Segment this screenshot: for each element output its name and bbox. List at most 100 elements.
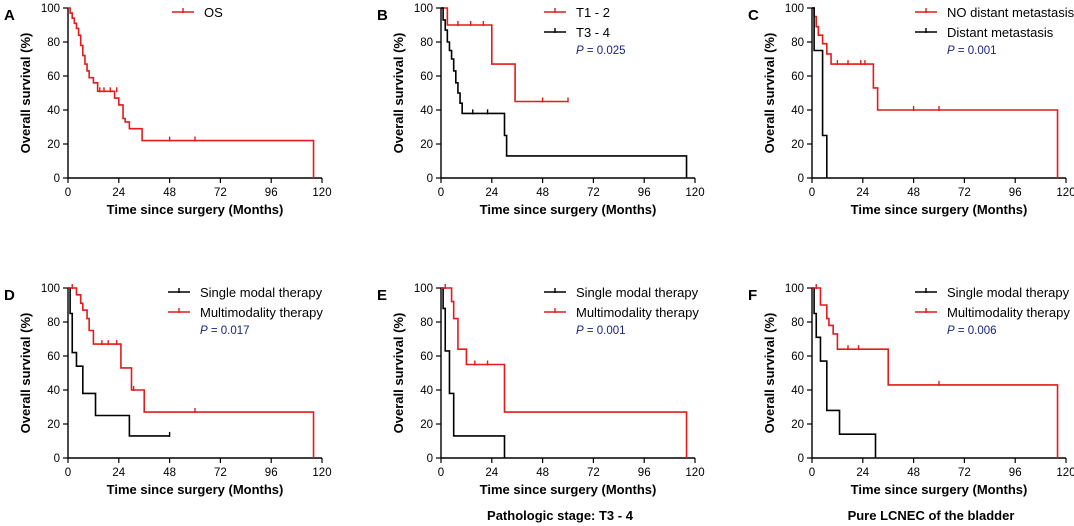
y-tick-label: 20 [420, 419, 433, 431]
y-tick-label: 40 [420, 105, 433, 117]
y-tick-label: 40 [420, 385, 433, 397]
km-curve-multimodality-therapy [441, 287, 688, 458]
x-axis-title: Time since surgery (Months) [107, 202, 284, 217]
legend-label: Multimodality therapy [947, 305, 1070, 320]
x-tick-label: 72 [958, 187, 971, 199]
y-tick-label: 100 [414, 283, 433, 295]
y-tick-label: 20 [420, 139, 433, 151]
p-value-symbol: P [576, 325, 584, 337]
x-tick-label: 120 [1056, 187, 1074, 199]
x-axis-title: Time since surgery (Months) [851, 482, 1028, 497]
x-tick-label: 72 [214, 467, 227, 479]
km-curve-single-modal-therapy [812, 287, 877, 458]
legend-label: Single modal therapy [947, 285, 1070, 300]
x-axis-title: Time since surgery (Months) [480, 482, 657, 497]
x-tick-label: 96 [638, 467, 651, 479]
p-value-symbol: P [947, 45, 955, 57]
y-tick-label: 0 [798, 173, 804, 185]
x-tick-label: 0 [438, 467, 444, 479]
legend-label: NO distant metastasis [947, 5, 1074, 20]
p-value: P = 0.001 [576, 325, 626, 337]
x-tick-label: 96 [1009, 187, 1022, 199]
km-panel-e: E 0 24 48 72 96 120 0 20 40 60 80 100 Time since surg… [377, 283, 705, 523]
y-tick-label: 100 [785, 3, 804, 15]
y-axis-title: Overall survival (%) [762, 33, 777, 154]
km-curve-distant-metastasis [812, 7, 828, 178]
y-tick-label: 0 [427, 453, 433, 465]
x-tick-label: 72 [587, 467, 600, 479]
y-tick-label: 100 [41, 283, 60, 295]
legend-label: T3 - 4 [576, 25, 610, 40]
legend: OS [172, 5, 223, 20]
y-axis-title: Overall survival (%) [391, 313, 406, 434]
x-tick-label: 96 [265, 187, 278, 199]
x-tick-label: 120 [312, 467, 331, 479]
p-value-text: = 0.017 [208, 325, 250, 337]
x-tick-label: 72 [587, 187, 600, 199]
km-curve-t3-4 [441, 7, 688, 178]
y-tick-label: 80 [420, 37, 433, 49]
x-tick-label: 48 [163, 467, 176, 479]
km-panel-b: B 0 24 48 72 96 120 0 20 40 60 80 100 Time since surg… [377, 3, 705, 217]
legend-label: Multimodality therapy [576, 305, 699, 320]
y-tick-label: 100 [41, 3, 60, 15]
x-tick-label: 24 [856, 467, 869, 479]
x-tick-label: 120 [685, 467, 704, 479]
p-value-symbol: P [200, 325, 208, 337]
y-axis-title: Overall survival (%) [762, 313, 777, 434]
y-tick-label: 20 [791, 419, 804, 431]
y-tick-label: 0 [798, 453, 804, 465]
x-tick-label: 24 [112, 187, 125, 199]
x-axis-title: Time since surgery (Months) [107, 482, 284, 497]
legend-label: OS [204, 5, 223, 20]
x-tick-label: 24 [485, 187, 498, 199]
x-tick-label: 96 [638, 187, 651, 199]
y-tick-label: 60 [420, 71, 433, 83]
p-value: P = 0.025 [576, 45, 626, 57]
km-curve-single-modal-therapy [68, 287, 170, 437]
y-axis-title: Overall survival (%) [18, 33, 33, 154]
y-tick-label: 40 [47, 105, 60, 117]
x-tick-label: 48 [907, 467, 920, 479]
x-tick-label: 0 [65, 467, 71, 479]
y-tick-label: 60 [791, 71, 804, 83]
legend: T1 - 2 T3 - 4 [544, 5, 610, 40]
y-tick-label: 20 [791, 139, 804, 151]
legend-label: Multimodality therapy [200, 305, 323, 320]
panel-letter: B [377, 7, 388, 24]
y-tick-label: 40 [47, 385, 60, 397]
panel-letter: D [4, 287, 15, 304]
legend: Single modal therapy Multimodality therap… [544, 285, 699, 320]
km-curve-os [68, 7, 315, 178]
panel-caption: Pure LCNEC of the bladder [848, 508, 1015, 523]
p-value-symbol: P [576, 45, 584, 57]
y-tick-label: 0 [427, 173, 433, 185]
y-tick-label: 80 [791, 37, 804, 49]
y-tick-label: 80 [791, 317, 804, 329]
km-panel-d: D 0 24 48 72 96 120 0 20 40 60 80 100 Time since surg… [4, 283, 332, 497]
x-tick-label: 120 [1056, 467, 1074, 479]
x-axis-title: Time since surgery (Months) [480, 202, 657, 217]
x-tick-label: 24 [112, 467, 125, 479]
panel-letter: F [748, 287, 757, 304]
km-curve-no-distant-metastasis [812, 7, 1059, 178]
y-tick-label: 60 [47, 351, 60, 363]
km-panel-a: A 0 24 48 72 96 120 0 20 40 60 80 100 Time since surg… [4, 3, 332, 217]
legend: NO distant metastasis Distant metastasis [915, 5, 1074, 40]
legend: Single modal therapy Multimodality therap… [915, 285, 1070, 320]
y-axis-title: Overall survival (%) [391, 33, 406, 154]
y-tick-label: 100 [414, 3, 433, 15]
km-curve-t1-2 [441, 7, 568, 103]
p-value: P = 0.001 [947, 45, 997, 57]
p-value: P = 0.006 [947, 325, 997, 337]
y-axis-title: Overall survival (%) [18, 313, 33, 434]
km-panel-c: C 0 24 48 72 96 120 0 20 40 60 80 100 Time since surg… [748, 3, 1074, 217]
x-tick-label: 72 [214, 187, 227, 199]
y-tick-label: 60 [420, 351, 433, 363]
y-tick-label: 80 [47, 317, 60, 329]
x-axis-title: Time since surgery (Months) [851, 202, 1028, 217]
legend-label: Single modal therapy [200, 285, 323, 300]
x-tick-label: 24 [485, 467, 498, 479]
panel-letter: E [377, 287, 387, 304]
